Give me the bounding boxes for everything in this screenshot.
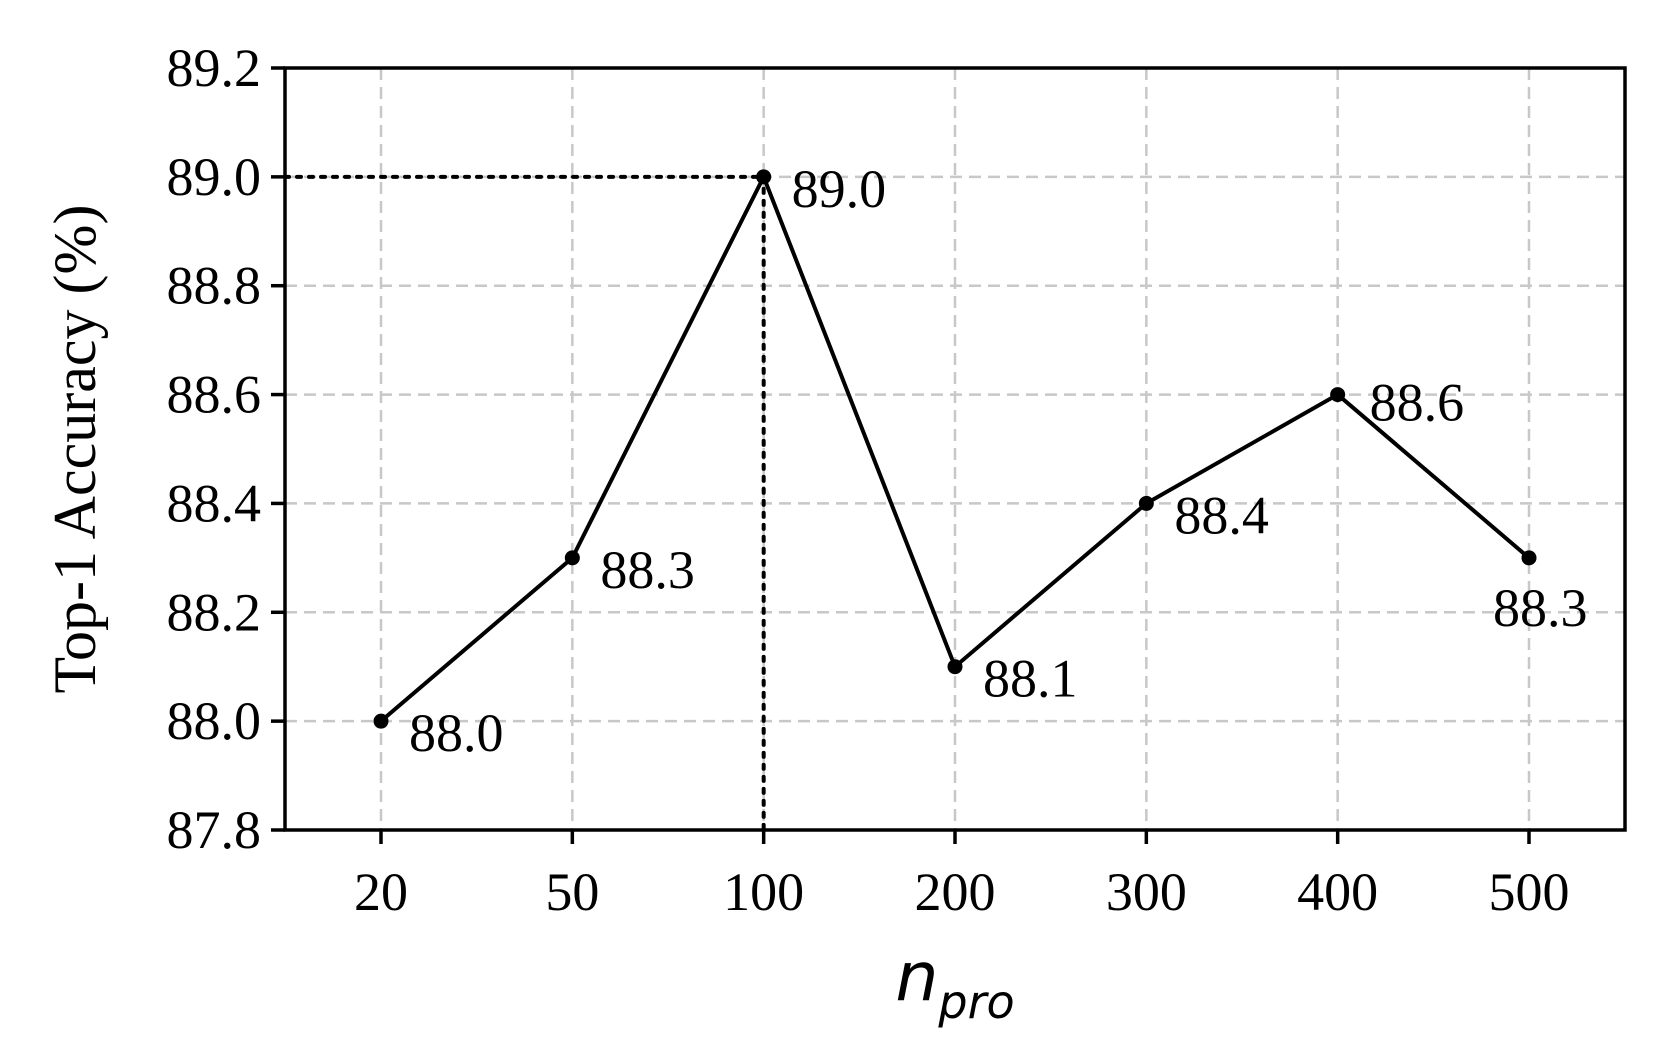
data-labels: 88.0 88.3 89.0 88.1 88.4 88.6 88.3 <box>409 159 1588 763</box>
data-point <box>1138 495 1154 511</box>
data-label: 88.6 <box>1370 373 1465 433</box>
x-axis-ticks: 20 50 100 200 300 400 500 <box>354 830 1570 922</box>
data-point <box>1330 387 1346 403</box>
x-tick-label: 400 <box>1297 862 1378 922</box>
y-axis-title: Top-1 Accuracy (%) <box>42 205 108 694</box>
y-tick-label: 88.6 <box>167 365 262 425</box>
data-label: 89.0 <box>792 159 887 219</box>
y-tick-label: 88.0 <box>167 691 262 751</box>
y-tick-label: 87.8 <box>167 800 262 860</box>
data-points <box>373 169 1537 729</box>
y-axis-ticks: 87.8 88.0 88.2 88.4 88.6 88.8 89.0 89.2 <box>167 38 285 860</box>
x-axis-title: npro <box>895 938 1014 1029</box>
data-point <box>947 659 963 675</box>
x-axis-title-main: n <box>895 938 938 1017</box>
y-tick-label: 89.2 <box>167 38 262 98</box>
data-label: 88.3 <box>1493 578 1588 638</box>
x-tick-label: 100 <box>723 862 804 922</box>
data-label: 88.3 <box>600 540 695 600</box>
y-tick-label: 89.0 <box>167 147 262 207</box>
x-tick-label: 20 <box>354 862 408 922</box>
x-tick-label: 500 <box>1489 862 1570 922</box>
data-point <box>373 713 389 729</box>
data-point <box>1521 550 1537 566</box>
x-tick-label: 300 <box>1106 862 1187 922</box>
x-axis-title-subscript: pro <box>937 975 1014 1029</box>
data-label: 88.0 <box>409 703 504 763</box>
y-tick-label: 88.4 <box>167 473 262 533</box>
data-label: 88.4 <box>1174 485 1269 545</box>
x-tick-label: 50 <box>545 862 599 922</box>
y-tick-label: 88.2 <box>167 582 262 642</box>
data-label: 88.1 <box>983 649 1078 709</box>
y-tick-label: 88.8 <box>167 256 262 316</box>
data-point <box>756 169 772 185</box>
data-point <box>564 550 580 566</box>
x-tick-label: 200 <box>915 862 996 922</box>
peak-reference-lines <box>283 174 766 832</box>
